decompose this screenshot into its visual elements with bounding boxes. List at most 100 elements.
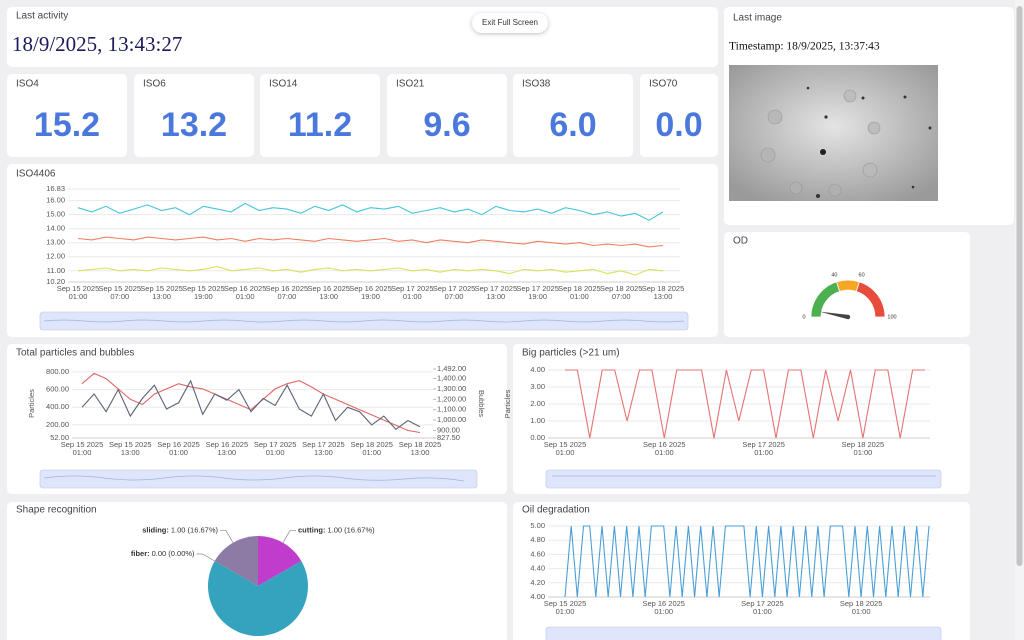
x-tick-label: Sep 18 2025 [642,284,685,293]
x-tick-label: 13:00 [152,292,171,301]
y-tick-label: 14.00 [46,224,65,233]
iso-value: 11.2 [288,106,352,144]
x-tick-label: 19:00 [528,292,547,301]
y-tick-label: 5.00 [530,521,545,530]
x-tick-label: 07:00 [612,292,631,301]
y-tick-label: 600.00 [46,385,69,394]
x-tick-label: Sep 15 2025 [544,599,587,608]
gauge-band [836,279,860,292]
series-line [77,202,664,221]
card [387,74,507,157]
iso-value: 0.0 [655,106,702,144]
x-tick-label: Sep 15 2025 [61,440,104,449]
x-tick-label: 07:00 [445,292,464,301]
y-tick-label: 16.83 [46,184,65,193]
y-tick-label: 4.00 [530,592,545,601]
x-tick-label: 01:00 [403,292,422,301]
label-connector [196,553,215,562]
y-tick-label: 4.60 [530,549,545,558]
x-tick-label: Sep 16 2025 [642,599,685,608]
series-line [77,266,664,276]
range-navigator[interactable] [39,469,478,489]
y-axis-label: Particles [503,389,512,418]
gauge-tick-label: 60 [859,273,865,279]
slice-name: fiber: [131,549,150,558]
card [7,164,718,337]
series-line [81,372,421,434]
x-tick-label: Sep 18 2025 [840,599,883,608]
x-tick-label: 13:00 [411,448,430,457]
x-tick-label: Sep 15 2025 [57,284,100,293]
gauge-needle [819,311,849,320]
x-tick-label: 01:00 [570,292,589,301]
x-tick-label: Sep 16 2025 [266,284,309,293]
iso-value: 15.2 [34,106,100,144]
x-tick-label: Sep 17 2025 [741,599,784,608]
x-tick-label: 01:00 [852,607,871,616]
scrollbar-thumb[interactable] [1016,6,1023,566]
x-tick-label: 01:00 [169,448,188,457]
y2-axis-label: Bubbles [477,390,486,417]
y2-tick-label: 1,400.00 [437,374,466,383]
card-title: Shape recognition [16,505,97,516]
pie-slice [214,536,258,586]
x-tick-label: Sep 15 2025 [544,440,587,449]
y-tick-label: 13.00 [46,238,65,247]
gauge-hub [845,314,851,320]
iso-label: ISO6 [143,79,166,90]
y2-tick-label: 1,492.00 [437,364,466,373]
x-tick-label: Sep 16 2025 [643,440,686,449]
x-tick-label: Sep 15 2025 [109,440,152,449]
x-tick-label: 13:00 [217,448,236,457]
x-tick-label: Sep 16 2025 [307,284,350,293]
pie-slice [208,561,308,636]
y2-tick-label: 827.50 [437,433,460,442]
x-tick-label: Sep 18 2025 [350,440,393,449]
y-tick-label: 4.80 [530,535,545,544]
card [134,74,254,157]
y-tick-label: 11.00 [47,266,65,275]
slice-label: 1.00 (16.67%) [171,526,219,535]
exit-button-label[interactable]: Exit Full Screen [482,18,538,27]
y-tick-label: 400.00 [46,402,69,411]
card [513,74,633,157]
range-navigator[interactable] [545,626,942,640]
x-tick-label: 13:00 [319,292,338,301]
y-tick-label: 15.00 [46,210,65,219]
y-tick-label: 4.00 [530,365,545,374]
camera-image [729,65,938,201]
card-title: Oil degradation [522,505,590,516]
range-navigator[interactable] [545,469,942,489]
x-tick-label: Sep 15 2025 [99,284,142,293]
x-tick-label: Sep 17 2025 [516,284,559,293]
y-tick-label: 200.00 [46,420,69,429]
exit-button[interactable] [472,13,548,33]
x-tick-label: 01:00 [556,607,575,616]
x-tick-label: 01:00 [236,292,255,301]
x-tick-label: Sep 16 2025 [206,440,249,449]
pie-slice [258,536,302,586]
y-axis-label: Particles [27,389,36,418]
y-tick-label: 1.00 [530,416,545,425]
y-tick-label: 2.00 [530,399,545,408]
y2-tick-label: 1,000.00 [437,415,466,424]
iso-label: ISO14 [269,79,298,90]
card-title: Last activity [16,11,68,22]
y-tick-label: 16.00 [46,196,65,205]
slice-label: 0.00 (0.00%) [152,549,195,558]
label-connector [220,530,234,543]
gauge-band [855,281,886,318]
x-tick-label: 13:00 [121,448,140,457]
card [640,74,718,157]
iso-label: ISO70 [649,79,678,90]
x-tick-label: 13:00 [486,292,505,301]
card-title: Total particles and bubbles [16,348,134,359]
label-connector [282,530,296,543]
y-tick-label: 3.00 [530,382,545,391]
range-navigator[interactable] [39,311,689,331]
x-tick-label: 13:00 [654,292,673,301]
x-tick-label: Sep 18 2025 [558,284,601,293]
x-tick-label: Sep 17 2025 [302,440,345,449]
card-title: Big particles (>21 um) [522,348,620,359]
